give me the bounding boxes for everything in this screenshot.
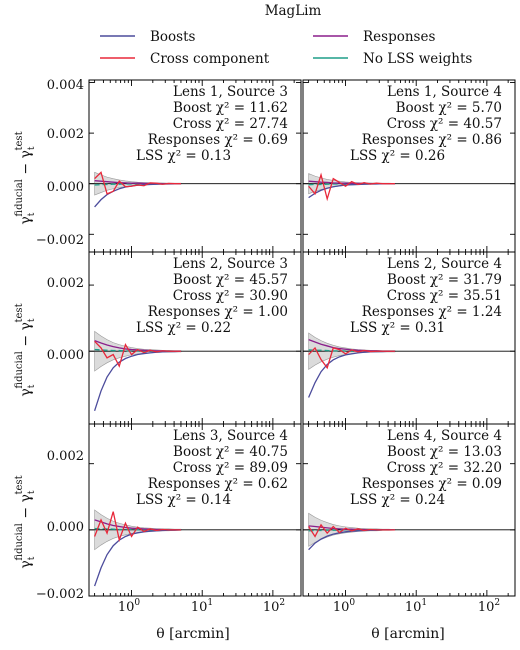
panel-boost-chi2: Boost χ² = 45.57 [173, 272, 288, 288]
legend-label-no-lss-weights: No LSS weights [363, 51, 472, 67]
panel-cross-chi2: Cross χ² = 40.57 [387, 116, 502, 132]
plot-area [89, 509, 301, 587]
panel-boost-chi2: Boost χ² = 11.62 [173, 100, 288, 116]
panel-lens-label: Lens 3, Source 4 [173, 428, 288, 444]
y-tick-label: 0.000 [47, 520, 84, 535]
panel-lens-label: Lens 4, Source 4 [387, 428, 502, 444]
y-tick-label: 0.000 [47, 348, 84, 363]
y-axis-label-row-1: γtfiducial − γttest [14, 131, 37, 224]
y-tick-label: −0.002 [36, 233, 84, 248]
x-axis-label-right: θ [arcmin] [371, 626, 444, 642]
series-line-cross-component [308, 346, 395, 370]
panel-lss-chi2: LSS χ² = 0.24 [350, 492, 445, 508]
panel-lss-chi2: LSS χ² = 0.26 [350, 148, 445, 164]
panel-boost-chi2: Boost χ² = 5.70 [396, 100, 502, 116]
legend-label-cross-component: Cross component [150, 51, 270, 67]
x-tick-label: 101 [405, 598, 427, 615]
x-tick-labels-right: 100 101 102 [333, 598, 500, 615]
panel-cross-chi2: Cross χ² = 27.74 [173, 116, 288, 132]
x-tick-labels-left: 100 101 102 [118, 598, 285, 615]
svg-text:γtfiducial − γttest: γtfiducial − γttest [14, 131, 37, 224]
panel-boost-chi2: Boost χ² = 31.79 [387, 272, 502, 288]
series-line-cross-component [94, 340, 181, 368]
panel-responses-chi2: Responses χ² = 1.00 [148, 304, 288, 320]
series-line-cross-component [308, 523, 395, 538]
plot-area [303, 512, 515, 551]
y-tick-label: 0.002 [47, 127, 84, 142]
series-line-cross-component [93, 511, 181, 543]
y-tick-label: 0.004 [47, 78, 84, 93]
x-tick-label: 101 [191, 598, 213, 615]
legend: MagLim Boosts Cross component Responses … [100, 3, 472, 67]
panel-cross-chi2: Cross χ² = 35.51 [387, 288, 502, 304]
y-tick-label: 0.002 [47, 449, 84, 464]
panel-lens-label: Lens 2, Source 4 [387, 256, 502, 272]
panel-responses-chi2: Responses χ² = 0.09 [362, 476, 502, 492]
panel-cross-chi2: Cross χ² = 89.09 [173, 460, 288, 476]
x-tick-label: 100 [333, 598, 356, 615]
panel-responses-chi2: Responses χ² = 0.62 [148, 476, 288, 492]
panel-responses-chi2: Responses χ² = 1.24 [362, 304, 502, 320]
panel-lss-chi2: LSS χ² = 0.14 [136, 492, 231, 508]
legend-label-responses: Responses [363, 29, 435, 45]
panel-cross-chi2: Cross χ² = 30.90 [173, 288, 288, 304]
panel-responses-chi2: Responses χ² = 0.86 [362, 132, 502, 148]
panel-lens-label: Lens 2, Source 3 [173, 256, 288, 272]
y-tick-label: 0.000 [47, 180, 84, 195]
plot-area [303, 332, 515, 398]
panel-responses-chi2: Responses χ² = 0.69 [148, 132, 288, 148]
plot-area [303, 172, 515, 202]
panel-boost-chi2: Boost χ² = 13.03 [387, 444, 502, 460]
panel-lss-chi2: LSS χ² = 0.31 [350, 320, 445, 336]
y-tick-label: 0.002 [47, 276, 84, 291]
svg-text:γtfiducial − γttest: γtfiducial − γttest [14, 303, 37, 396]
panel-lss-chi2: LSS χ² = 0.22 [136, 320, 231, 336]
panel-cross-chi2: Cross χ² = 32.20 [387, 460, 502, 476]
y-tick-labels: 0.004 0.002 0.000 −0.002 0.002 0.000 0.0… [36, 78, 84, 602]
y-axis-label-row-3: γtfiducial − γttest [14, 475, 37, 568]
legend-label-boosts: Boosts [150, 29, 196, 45]
plot-area [89, 171, 301, 208]
x-tick-label: 102 [263, 598, 285, 615]
svg-text:γtfiducial − γttest: γtfiducial − γttest [14, 475, 37, 568]
panel-lss-chi2: LSS χ² = 0.13 [136, 148, 231, 164]
plot-area [89, 330, 301, 411]
y-axis-label-row-2: γtfiducial − γttest [14, 303, 37, 396]
y-tick-label: −0.002 [36, 587, 84, 602]
legend-title: MagLim [265, 3, 322, 19]
x-axis-label-left: θ [arcmin] [156, 626, 229, 642]
panel-lens-label: Lens 1, Source 3 [173, 84, 288, 100]
series-line-cross-component [94, 171, 181, 195]
panel-boost-chi2: Boost χ² = 40.75 [173, 444, 288, 460]
x-tick-label: 100 [118, 598, 141, 615]
series-line-cross-component [308, 172, 395, 202]
x-tick-label: 102 [478, 598, 500, 615]
panel-lens-label: Lens 1, Source 4 [387, 84, 502, 100]
